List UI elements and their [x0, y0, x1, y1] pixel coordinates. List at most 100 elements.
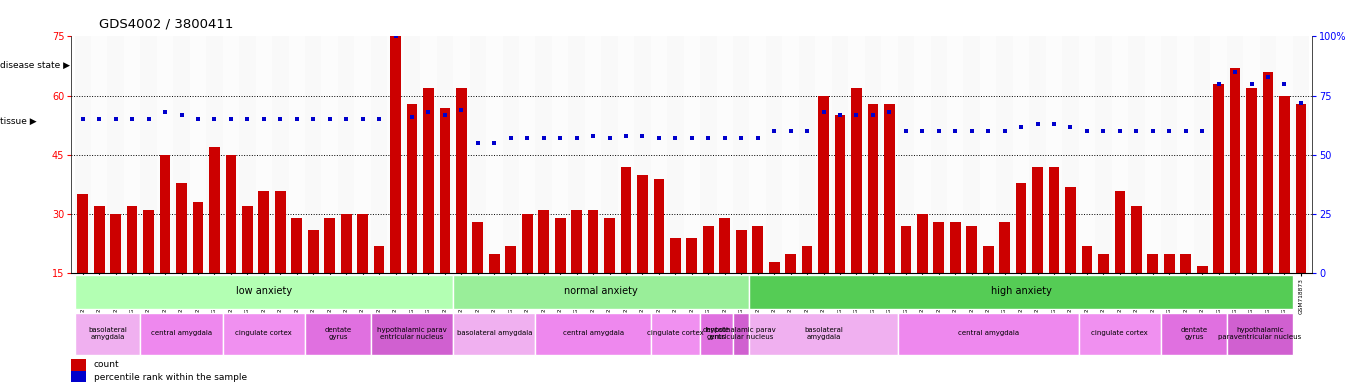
Point — [451, 107, 473, 113]
Bar — [717, 36, 733, 273]
Text: dentate
gyrus: dentate gyrus — [1181, 326, 1207, 339]
Bar — [897, 36, 914, 273]
Bar — [519, 36, 536, 273]
Point — [796, 128, 818, 134]
Bar — [1197, 266, 1207, 333]
Point — [153, 109, 175, 115]
Point — [878, 109, 900, 115]
Bar — [456, 88, 467, 333]
Bar — [1228, 36, 1244, 273]
Point — [566, 135, 588, 141]
Bar — [1048, 167, 1059, 333]
Bar — [604, 218, 615, 333]
Point — [1043, 121, 1064, 127]
Text: cingulate cortex: cingulate cortex — [236, 330, 292, 336]
Bar — [700, 313, 733, 355]
Bar — [111, 214, 121, 333]
Bar — [306, 36, 322, 273]
Point — [1258, 74, 1280, 80]
Bar — [74, 313, 140, 355]
Bar — [618, 36, 634, 273]
Bar — [259, 190, 269, 333]
Bar — [226, 155, 236, 333]
Bar — [621, 167, 632, 333]
Bar — [832, 36, 848, 273]
Bar — [667, 36, 684, 273]
Bar — [503, 36, 519, 273]
Text: count: count — [93, 360, 119, 369]
Bar — [95, 206, 104, 333]
Point — [747, 135, 769, 141]
Point — [88, 116, 110, 122]
Bar — [585, 36, 601, 273]
Bar — [864, 36, 881, 273]
Bar — [371, 313, 453, 355]
Bar — [1062, 36, 1078, 273]
Bar — [818, 96, 829, 333]
Bar — [1263, 72, 1273, 333]
Point — [1158, 128, 1180, 134]
Bar — [555, 218, 566, 333]
Bar — [522, 214, 533, 333]
Bar — [453, 36, 470, 273]
Bar — [1193, 36, 1211, 273]
Point — [71, 116, 93, 122]
Bar — [1247, 88, 1256, 333]
Point — [171, 112, 193, 118]
Bar — [1244, 36, 1260, 273]
Text: percentile rank within the sample: percentile rank within the sample — [93, 372, 247, 382]
Bar — [453, 313, 536, 355]
Bar — [1078, 313, 1160, 355]
Bar — [1181, 254, 1191, 333]
Point — [104, 116, 126, 122]
Bar — [884, 104, 895, 333]
Bar — [322, 36, 338, 273]
Bar — [242, 206, 252, 333]
Bar — [947, 36, 963, 273]
Text: basolateral
amygdala: basolateral amygdala — [804, 326, 843, 339]
Bar — [1177, 36, 1193, 273]
Point — [1174, 128, 1196, 134]
Bar — [670, 238, 681, 333]
Point — [500, 135, 522, 141]
Bar — [173, 36, 190, 273]
Bar — [1277, 36, 1293, 273]
Point — [829, 112, 851, 118]
Point — [730, 135, 752, 141]
Point — [253, 116, 275, 122]
Point — [944, 128, 966, 134]
Bar — [782, 36, 799, 273]
Point — [137, 116, 159, 122]
Point — [369, 116, 390, 122]
Bar — [963, 36, 980, 273]
Bar — [240, 36, 256, 273]
Bar — [74, 36, 90, 273]
Point — [1010, 124, 1032, 130]
Bar — [900, 226, 911, 333]
Point — [352, 116, 374, 122]
Bar — [355, 36, 371, 273]
Bar — [407, 104, 418, 333]
Bar — [421, 36, 437, 273]
Bar — [634, 36, 651, 273]
Point — [582, 133, 604, 139]
Point — [599, 135, 621, 141]
Point — [1274, 81, 1296, 87]
Point — [648, 135, 670, 141]
Bar — [933, 222, 944, 333]
Point — [467, 140, 489, 146]
Bar — [1160, 313, 1228, 355]
Bar — [74, 275, 453, 309]
Bar — [207, 36, 223, 273]
Bar — [653, 179, 664, 333]
Text: dentate
gyrus: dentate gyrus — [325, 326, 352, 339]
Bar — [1078, 36, 1095, 273]
Bar — [1115, 190, 1125, 333]
Point — [664, 135, 686, 141]
Bar — [799, 36, 815, 273]
Point — [533, 135, 555, 141]
Bar — [733, 313, 749, 355]
Bar — [719, 218, 730, 333]
Point — [434, 112, 456, 118]
Point — [960, 128, 982, 134]
